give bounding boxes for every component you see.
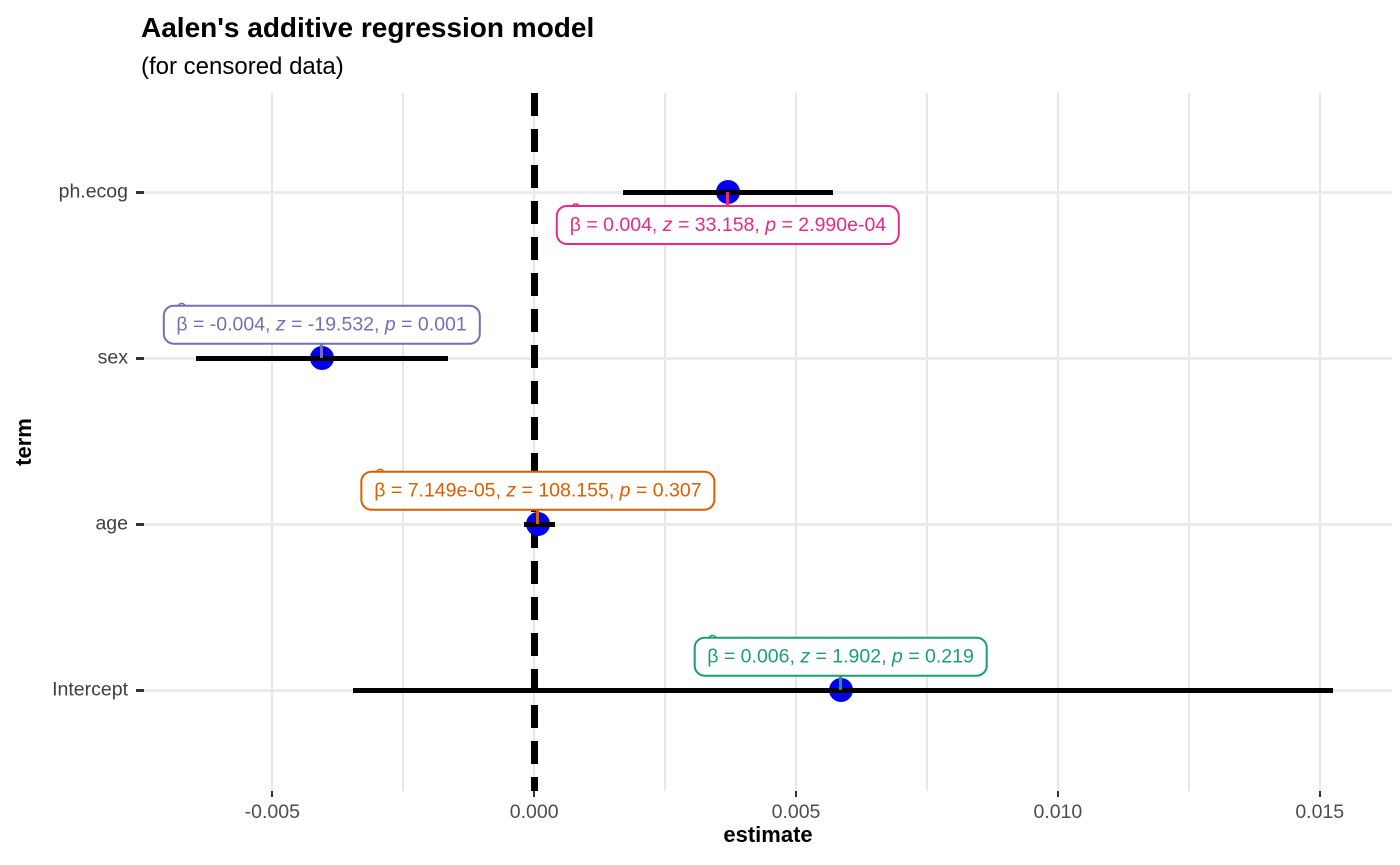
x-axis-tick <box>1056 791 1059 797</box>
y-axis-tick-label: age <box>95 512 128 535</box>
confidence-interval-bar <box>523 521 556 527</box>
x-axis-tick-label: 0.015 <box>1295 801 1345 823</box>
plot-panel: -0.005 0.000 0.005 0.010 0.015 ph.ecog sex age I… <box>52 93 1392 823</box>
vertical-gridline <box>795 93 798 791</box>
x-axis-tick-label: -0.005 <box>244 801 300 823</box>
y-axis-tick <box>136 522 144 526</box>
confidence-interval-bar <box>353 687 1333 693</box>
label-leader-line <box>726 192 730 206</box>
x-axis-title: estimate <box>723 822 813 847</box>
y-axis-tick <box>136 356 144 360</box>
x-axis-tick-label: 0.000 <box>509 801 559 823</box>
x-axis-tick-label: 0.005 <box>771 801 821 823</box>
zero-reference-line <box>530 93 538 791</box>
y-axis-tick <box>136 190 144 194</box>
label-leader-line <box>839 676 843 690</box>
vertical-gridline <box>1318 93 1321 791</box>
horizontal-gridline <box>144 356 1392 360</box>
x-axis-tick-label: 0.010 <box>1033 801 1083 823</box>
vertical-gridline <box>925 93 928 791</box>
vertical-gridline <box>402 93 405 791</box>
confidence-interval-bar <box>196 355 448 361</box>
x-axis-tick <box>795 791 798 797</box>
x-axis-tick <box>1318 791 1321 797</box>
x-axis-tick <box>533 791 536 797</box>
x-axis-tick <box>271 791 274 797</box>
y-axis-title: term <box>11 418 36 466</box>
y-axis-tick <box>136 688 144 692</box>
y-axis-tick-label: Intercept <box>52 678 128 701</box>
vertical-gridline <box>664 93 667 791</box>
label-leader-line <box>320 344 324 358</box>
vertical-gridline <box>1187 93 1190 791</box>
y-axis-tick-label: ph.ecog <box>58 180 128 203</box>
vertical-gridline <box>1056 93 1059 791</box>
chart-title: Aalen's additive regression model <box>141 12 595 43</box>
horizontal-gridline <box>144 522 1392 526</box>
vertical-gridline <box>271 93 274 791</box>
label-leader-line <box>536 510 540 524</box>
y-axis-tick-label: sex <box>97 346 128 369</box>
chart-subtitle: (for censored data) <box>141 53 344 80</box>
